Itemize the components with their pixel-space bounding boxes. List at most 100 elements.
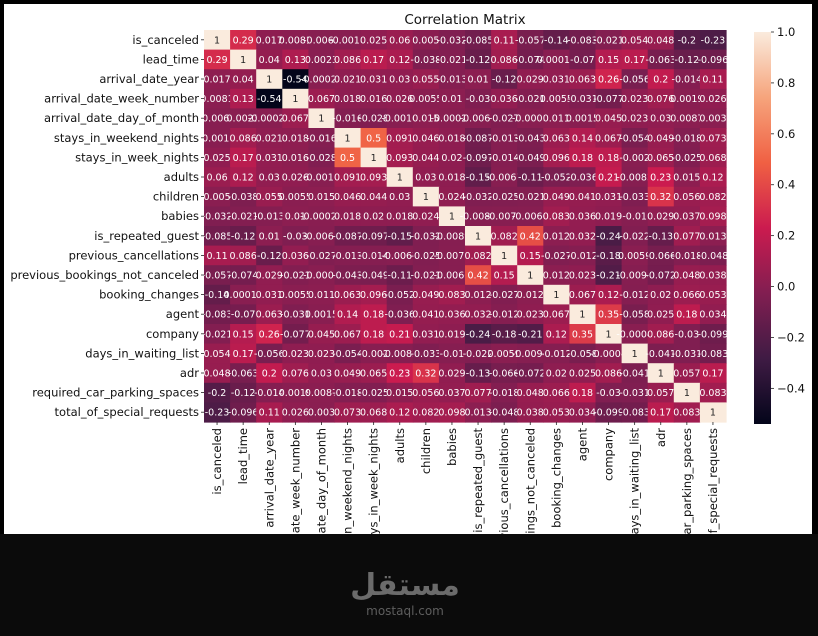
heatmap-cell — [699, 382, 727, 403]
x-tick-label: adr — [654, 428, 668, 447]
heatmap-cell — [491, 226, 518, 247]
heatmap-cell — [699, 186, 727, 207]
heatmap-cell — [256, 167, 283, 188]
heatmap-cell — [334, 167, 362, 188]
cell-annotation: -0.022 — [463, 349, 494, 360]
heatmap-cell — [282, 245, 309, 266]
cell-annotation: -0.013 — [332, 251, 363, 262]
cell-annotation: -0.12 — [675, 55, 700, 66]
cell-annotation: -0.049 — [358, 271, 389, 282]
heatmap-cell — [465, 343, 492, 364]
heatmap-cell — [621, 167, 649, 188]
cell-annotation: -0.00022 — [248, 114, 291, 125]
x-tick-label: arrival_date_week_number — [288, 428, 302, 534]
cell-annotation: -0.021 — [228, 212, 259, 223]
colorbar-ticks: −0.4 −0.2 0.0 0.2 0.4 0.6 0.8 1.0 — [771, 25, 805, 395]
heatmap-cell — [256, 108, 283, 129]
cell-annotation: 0.06 — [206, 173, 227, 184]
heatmap-cell — [621, 147, 649, 168]
y-tick-label: lead_time — [143, 52, 199, 66]
heatmap-cell — [673, 226, 701, 247]
heatmap-cell — [204, 382, 231, 403]
x-tick-labels: is_canceled lead_time arrival_date_year arr… — [210, 422, 720, 534]
heatmap-cell — [438, 265, 466, 286]
cell-annotation: -0.096 — [228, 408, 259, 419]
heatmap-cell — [569, 186, 597, 207]
cell-annotation: -0.032 — [437, 35, 468, 46]
cell-annotation: 0.015 — [412, 114, 439, 125]
cell-annotation: -0.12 — [231, 231, 256, 242]
heatmap-cell — [517, 245, 544, 266]
heatmap-cell — [308, 30, 336, 51]
heatmap-cell — [204, 226, 231, 247]
cell-annotation: 0.023 — [282, 349, 309, 360]
cell-annotation: 0.067 — [282, 114, 309, 125]
cell-annotation: 0.0059 — [618, 251, 651, 262]
heatmap-cell — [543, 206, 570, 227]
heatmap-cell — [673, 49, 701, 70]
cell-annotation: 0.082 — [699, 192, 726, 203]
heatmap-cell — [282, 363, 309, 384]
heatmap-cell — [412, 402, 440, 423]
colorbar-tick-label: −0.2 — [777, 330, 805, 344]
heatmap-cell — [595, 226, 623, 247]
heatmap-cell — [438, 343, 466, 364]
heatmap-cell — [360, 186, 388, 207]
cell-annotation: -0.099 — [593, 408, 624, 419]
cell-annotation: 0.065 — [360, 369, 387, 380]
cell-annotation: 0.012 — [543, 231, 570, 242]
cell-annotation: 0.026 — [282, 173, 309, 184]
cell-annotation: 0.21 — [389, 329, 410, 340]
heatmap-cell — [647, 108, 675, 129]
cell-annotation: 0.012 — [464, 290, 491, 301]
heatmap-cell — [386, 382, 414, 403]
cell-annotation: 0.067 — [543, 310, 570, 321]
watermark-latin-text: mostaql.com — [366, 604, 444, 618]
cell-annotation: 1 — [606, 329, 612, 340]
heatmap-cell — [386, 343, 414, 364]
heatmap-cell — [230, 304, 257, 325]
y-tick-label: stays_in_week_nights — [75, 150, 199, 164]
heatmap-cell — [360, 382, 388, 403]
cell-annotation: -0.013 — [254, 212, 285, 223]
heatmap-cell — [438, 49, 466, 70]
cell-annotation: -0.0016 — [303, 173, 340, 184]
cell-annotation: 0.015 — [308, 192, 335, 203]
y-tick-label: booking_changes — [99, 288, 199, 302]
cell-annotation: 0.063 — [569, 75, 596, 86]
heatmap-cell — [647, 226, 675, 247]
figure-frame: Correlation Matrix 1 0.29 0.017 0.0081 -0.00… — [4, 4, 812, 534]
cell-annotation: 0.015 — [673, 173, 700, 184]
cell-annotation: 0.18 — [363, 329, 384, 340]
heatmap-cell — [465, 30, 492, 51]
heatmap-cell — [282, 49, 309, 70]
cell-annotation: 0.031 — [595, 192, 622, 203]
cell-annotation: 0.5 — [366, 133, 381, 144]
heatmap-cell — [412, 108, 440, 129]
cell-annotation: 0.12 — [702, 173, 723, 184]
cell-annotation: 0.00015 — [537, 55, 576, 66]
cell-annotation: 0.044 — [360, 192, 387, 203]
cell-annotation: 0.049 — [334, 369, 361, 380]
cell-annotation: -0.03 — [596, 388, 621, 399]
cell-annotation: 0.11 — [702, 75, 723, 86]
cell-annotation: 0.17 — [702, 369, 723, 380]
cell-annotation: -0.063 — [645, 55, 676, 66]
cell-annotation: -0.00023 — [431, 114, 474, 125]
cell-annotation: 0.01 — [259, 231, 280, 242]
heatmap-cell — [386, 69, 414, 90]
cell-annotation: 0.15 — [598, 55, 619, 66]
heatmap-cell — [491, 108, 518, 129]
cell-annotation: -0.033 — [411, 349, 442, 360]
cell-annotation: -0.03 — [283, 231, 308, 242]
heatmap-cell — [595, 147, 623, 168]
cell-annotation: 0.023 — [569, 271, 596, 282]
cell-annotation: 0.019 — [595, 212, 622, 223]
y-tick-label: previous_bookings_not_canceled — [10, 268, 199, 282]
cell-annotation: -0.085 — [463, 35, 494, 46]
heatmap-cell — [595, 265, 623, 286]
colorbar-tick-label: 1.0 — [777, 25, 795, 39]
heatmap-cell — [412, 30, 440, 51]
heatmap-cell — [465, 226, 492, 247]
